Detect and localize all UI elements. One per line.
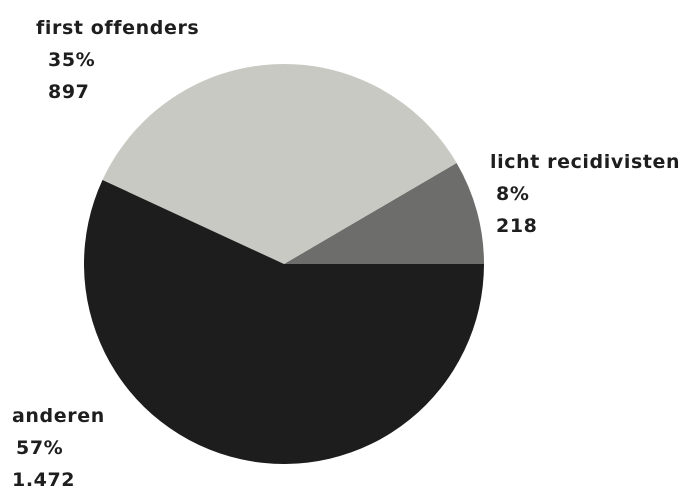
slice-name: first offenders [36, 17, 200, 39]
slice-label-first-offenders: first offenders 35% 897 [36, 12, 199, 108]
pie-slice-licht-recidivisten [284, 162, 484, 264]
slice-count: 218 [496, 215, 538, 237]
slice-count: 1.472 [12, 469, 76, 491]
slice-percent: 35% [48, 49, 96, 71]
pie-slice-anderen [83, 179, 484, 464]
slice-percent: 57% [16, 437, 64, 459]
slice-label-anderen: anderen 57% 1.472 [12, 400, 105, 493]
slice-count: 897 [48, 81, 90, 103]
slice-name: anderen [12, 405, 105, 427]
pie-slice-first-offenders [102, 63, 457, 264]
slice-label-licht-recidivisten: licht recidivisten 8% 218 [490, 146, 680, 242]
slice-percent: 8% [496, 183, 530, 205]
slice-name: licht recidivisten [490, 151, 681, 173]
